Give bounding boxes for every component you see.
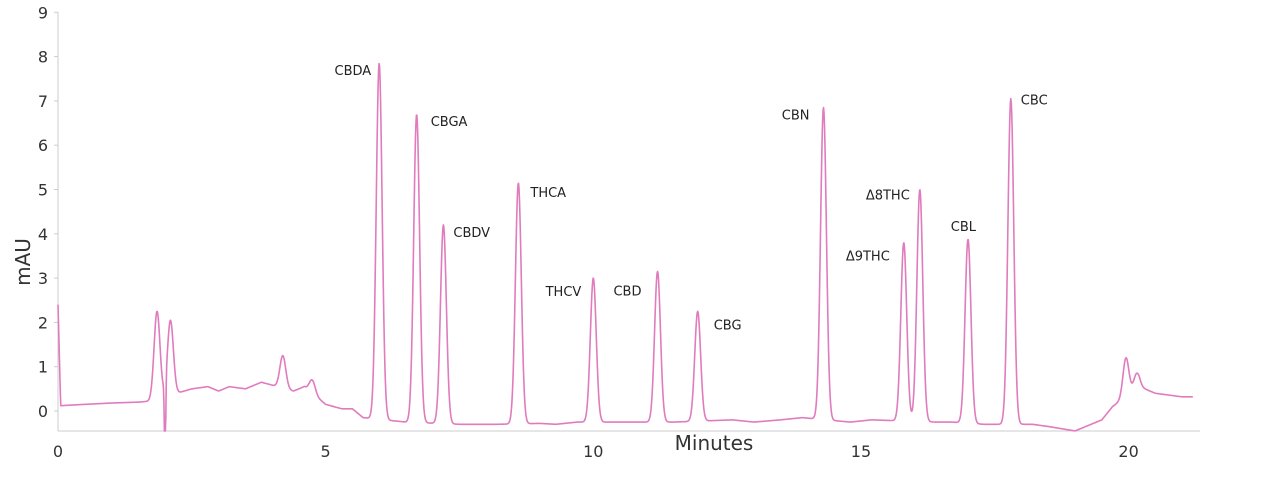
- peak-label: CBDA: [335, 64, 372, 79]
- x-axis-label: Minutes: [675, 431, 754, 455]
- y-tick-label: 1: [38, 358, 48, 377]
- x-tick-label: 20: [1118, 442, 1138, 461]
- y-tick-label: 0: [38, 402, 48, 421]
- tick-labels: 0 1 2 3 4 5 6 7 8 9 0 5 10 15 20: [38, 3, 1139, 461]
- peak-label: CBGA: [431, 115, 468, 130]
- x-tick-label: 10: [583, 442, 603, 461]
- y-tick-label: 2: [38, 313, 48, 332]
- peak-label: CBC: [1021, 94, 1048, 109]
- peak-label: CBN: [782, 109, 810, 124]
- peak-label: CBL: [951, 220, 977, 235]
- peak-label: CBG: [714, 318, 742, 333]
- peak-label: THCV: [545, 285, 582, 300]
- y-tick-label: 9: [38, 3, 48, 22]
- peak-label: Δ9THC: [846, 250, 890, 265]
- y-axis-label: mAU: [11, 238, 35, 286]
- y-tick-label: 5: [38, 181, 48, 200]
- peak-label: CBD: [613, 285, 641, 300]
- y-tick-label: 6: [38, 136, 48, 155]
- peak-label: Δ8THC: [866, 189, 910, 204]
- y-tick-label: 8: [38, 48, 48, 67]
- x-tick-label: 15: [851, 442, 871, 461]
- peak-label: CBDV: [453, 226, 490, 241]
- peak-labels: CBDA CBGA CBDV THCA THCV CBD CBG CBN Δ9THC Δ8THC C…: [335, 64, 1048, 333]
- x-tick-label: 5: [321, 442, 331, 461]
- x-tick-label: 0: [53, 442, 63, 461]
- y-tick-label: 4: [38, 225, 48, 244]
- peak-label: THCA: [529, 186, 566, 201]
- y-tick-label: 3: [38, 269, 48, 288]
- axes: [57, 12, 1200, 432]
- chromatogram-trace: [57, 62, 1194, 432]
- y-tick-label: 7: [38, 92, 48, 111]
